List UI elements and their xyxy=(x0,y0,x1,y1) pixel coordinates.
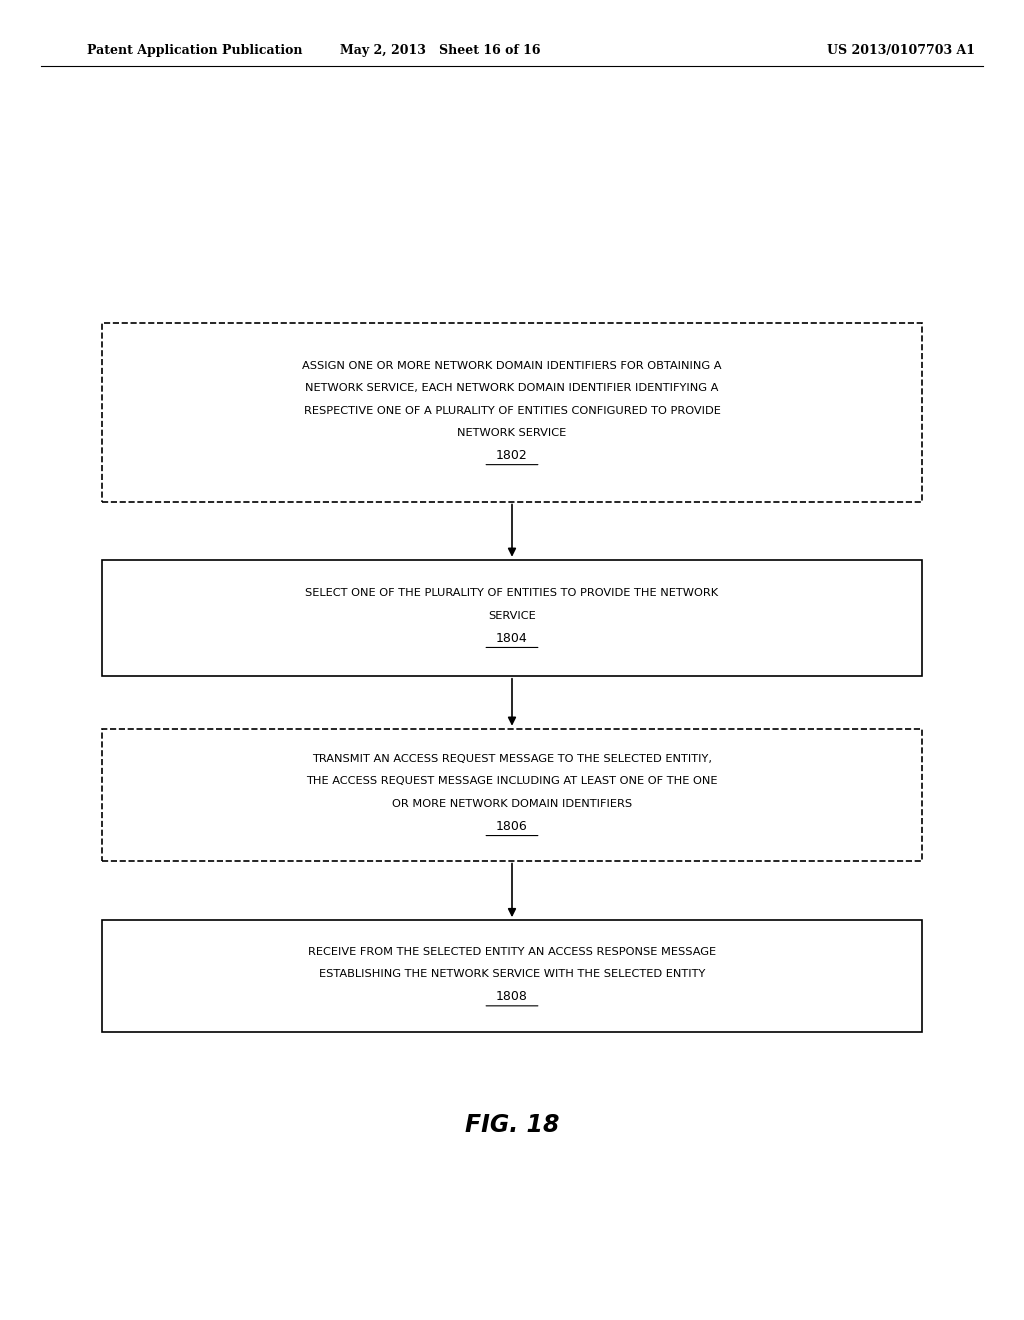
Text: THE ACCESS REQUEST MESSAGE INCLUDING AT LEAST ONE OF THE ONE: THE ACCESS REQUEST MESSAGE INCLUDING AT … xyxy=(306,776,718,787)
Text: 1808: 1808 xyxy=(496,990,528,1003)
Text: 1806: 1806 xyxy=(496,820,528,833)
Text: TRANSMIT AN ACCESS REQUEST MESSAGE TO THE SELECTED ENTITIY,: TRANSMIT AN ACCESS REQUEST MESSAGE TO TH… xyxy=(312,754,712,764)
Text: RECEIVE FROM THE SELECTED ENTITY AN ACCESS RESPONSE MESSAGE: RECEIVE FROM THE SELECTED ENTITY AN ACCE… xyxy=(308,946,716,957)
Text: US 2013/0107703 A1: US 2013/0107703 A1 xyxy=(827,44,975,57)
Text: OR MORE NETWORK DOMAIN IDENTIFIERS: OR MORE NETWORK DOMAIN IDENTIFIERS xyxy=(392,799,632,809)
FancyBboxPatch shape xyxy=(102,920,922,1032)
FancyBboxPatch shape xyxy=(102,560,922,676)
Text: May 2, 2013   Sheet 16 of 16: May 2, 2013 Sheet 16 of 16 xyxy=(340,44,541,57)
FancyBboxPatch shape xyxy=(102,323,922,502)
Text: ESTABLISHING THE NETWORK SERVICE WITH THE SELECTED ENTITY: ESTABLISHING THE NETWORK SERVICE WITH TH… xyxy=(318,969,706,979)
Text: 1802: 1802 xyxy=(496,449,528,462)
Text: NETWORK SERVICE, EACH NETWORK DOMAIN IDENTIFIER IDENTIFYING A: NETWORK SERVICE, EACH NETWORK DOMAIN IDE… xyxy=(305,383,719,393)
Text: SELECT ONE OF THE PLURALITY OF ENTITIES TO PROVIDE THE NETWORK: SELECT ONE OF THE PLURALITY OF ENTITIES … xyxy=(305,589,719,598)
FancyBboxPatch shape xyxy=(102,729,922,861)
Text: 1804: 1804 xyxy=(496,632,528,644)
Text: FIG. 18: FIG. 18 xyxy=(465,1113,559,1137)
Text: Patent Application Publication: Patent Application Publication xyxy=(87,44,302,57)
Text: ASSIGN ONE OR MORE NETWORK DOMAIN IDENTIFIERS FOR OBTAINING A: ASSIGN ONE OR MORE NETWORK DOMAIN IDENTI… xyxy=(302,360,722,371)
Text: SERVICE: SERVICE xyxy=(488,611,536,620)
Text: NETWORK SERVICE: NETWORK SERVICE xyxy=(458,428,566,438)
Text: RESPECTIVE ONE OF A PLURALITY OF ENTITIES CONFIGURED TO PROVIDE: RESPECTIVE ONE OF A PLURALITY OF ENTITIE… xyxy=(303,405,721,416)
